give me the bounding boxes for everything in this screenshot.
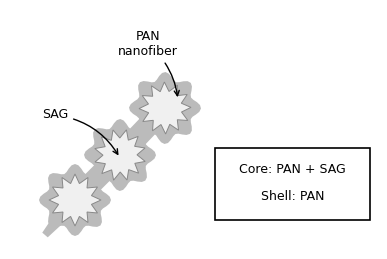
Bar — [215, 148, 370, 220]
Text: Shell: PAN: Shell: PAN — [261, 190, 324, 204]
Text: SAG: SAG — [42, 109, 118, 154]
Polygon shape — [67, 147, 128, 208]
Text: Core: PAN + SAG: Core: PAN + SAG — [239, 163, 346, 176]
Polygon shape — [129, 72, 201, 144]
Polygon shape — [155, 83, 190, 118]
Polygon shape — [39, 164, 111, 236]
Polygon shape — [112, 100, 173, 163]
Polygon shape — [95, 130, 145, 180]
Polygon shape — [139, 82, 191, 134]
Polygon shape — [84, 119, 156, 191]
Text: PAN
nanofiber: PAN nanofiber — [118, 30, 179, 96]
Polygon shape — [42, 194, 82, 237]
Polygon shape — [49, 174, 101, 226]
